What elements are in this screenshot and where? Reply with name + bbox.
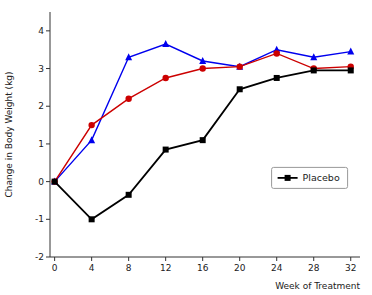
point [311, 67, 317, 73]
x-axis-label: Week of Treatment [275, 281, 360, 291]
x-tick [202, 257, 203, 261]
point [125, 95, 131, 101]
y-axis-label: Change in Body Weight (kg) [4, 71, 14, 197]
point [51, 178, 57, 184]
y-axis-line [50, 12, 51, 257]
x-tick-label: 20 [234, 263, 246, 273]
x-tick [91, 257, 92, 261]
x-tick [239, 257, 240, 261]
legend-marker [285, 175, 291, 181]
point [274, 50, 280, 56]
legend-label: Placebo [303, 172, 340, 183]
x-tick-label: 32 [345, 263, 356, 273]
x-tick [128, 257, 129, 261]
point [348, 67, 354, 73]
plot-area [51, 40, 354, 222]
y-tick [46, 143, 50, 144]
line [55, 70, 351, 219]
x-tick [313, 257, 314, 261]
y-tick-label: 3 [38, 64, 44, 74]
point [236, 63, 243, 70]
y-tick-label: 4 [38, 26, 44, 36]
point [347, 48, 354, 55]
point [199, 57, 206, 64]
legend: Placebo [272, 167, 348, 188]
chart: 048121620242832-2-101234Week of Treatmen… [0, 0, 372, 295]
point [52, 179, 58, 185]
y-tick [46, 181, 50, 182]
point [126, 192, 132, 198]
y-tick-label: -2 [35, 252, 44, 262]
y-tick [46, 68, 50, 69]
x-tick-label: 0 [52, 263, 58, 273]
x-tick-label: 28 [308, 263, 320, 273]
y-tick-label: 2 [38, 101, 44, 111]
y-tick-label: -1 [35, 214, 44, 224]
y-tick-label: 1 [38, 139, 44, 149]
point [199, 65, 205, 71]
legend-box [272, 167, 348, 188]
y-tick [46, 106, 50, 107]
x-tick-label: 16 [197, 263, 209, 273]
y-tick [46, 257, 50, 258]
point [237, 86, 243, 92]
x-tick-label: 12 [160, 263, 171, 273]
x-tick-label: 8 [126, 263, 132, 273]
point [88, 136, 95, 143]
point [237, 63, 243, 69]
series [52, 67, 354, 222]
point [162, 40, 169, 47]
x-tick [165, 257, 166, 261]
x-tick-label: 24 [271, 263, 283, 273]
x-tick [276, 257, 277, 261]
axes: 048121620242832-2-101234 [35, 12, 360, 273]
point [89, 216, 95, 222]
y-tick [46, 219, 50, 220]
y-tick [46, 30, 50, 31]
x-tick [350, 257, 351, 261]
point [200, 137, 206, 143]
x-tick [54, 257, 55, 261]
point [162, 75, 168, 81]
point [88, 122, 94, 128]
point [163, 147, 169, 153]
line [55, 44, 351, 182]
y-tick-label: 0 [38, 177, 44, 187]
series [51, 40, 354, 185]
x-tick-label: 4 [89, 263, 95, 273]
point [274, 75, 280, 81]
point [310, 53, 317, 60]
point [125, 53, 132, 60]
series [51, 50, 354, 185]
point [51, 178, 58, 185]
